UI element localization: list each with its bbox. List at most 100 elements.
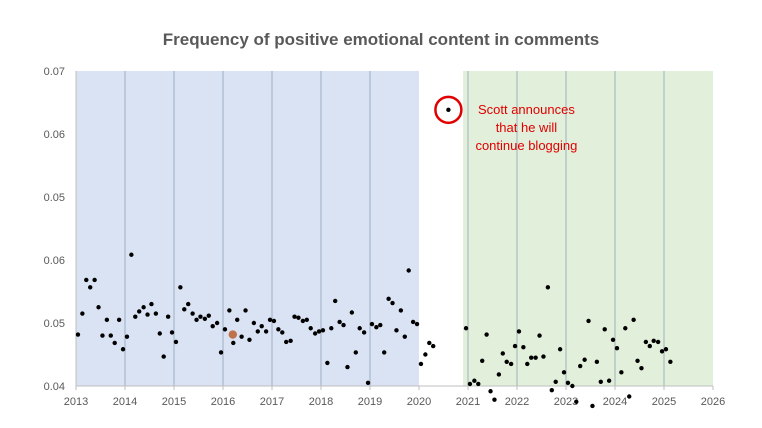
- data-point: [259, 323, 264, 329]
- data-point: [349, 310, 355, 315]
- data-point: [333, 298, 338, 304]
- data-point: [75, 332, 81, 337]
- data-point: [427, 340, 432, 346]
- data-point: [190, 311, 195, 316]
- annotation-circle: [434, 95, 463, 125]
- data-point: [386, 296, 391, 302]
- data-point: [337, 319, 342, 325]
- data-point: [251, 320, 257, 326]
- x-tick-label: 2016: [211, 396, 235, 408]
- annotation-text-line: Scott announces: [478, 102, 575, 117]
- data-point: [619, 370, 624, 375]
- highlight-point: [228, 330, 237, 339]
- data-point: [320, 328, 326, 333]
- x-tick-label: 2014: [113, 396, 137, 408]
- data-point: [594, 359, 600, 365]
- data-point: [647, 343, 652, 349]
- data-point: [124, 334, 130, 339]
- data-point: [235, 317, 240, 323]
- data-point: [120, 347, 126, 352]
- data-point: [255, 329, 260, 334]
- data-point: [374, 325, 379, 330]
- data-point: [141, 305, 146, 310]
- data-point: [484, 332, 489, 337]
- data-point: [198, 314, 203, 319]
- chart-title: Frequency of positive emotional content …: [162, 30, 600, 49]
- data-point: [112, 340, 117, 346]
- data-point: [631, 317, 636, 323]
- data-point: [525, 361, 530, 367]
- data-point: [480, 358, 485, 363]
- data-point: [276, 327, 281, 332]
- data-point: [598, 379, 603, 384]
- data-point: [418, 361, 424, 367]
- data-point: [214, 320, 220, 326]
- data-point: [100, 333, 105, 338]
- x-tick-label: 2017: [260, 396, 284, 408]
- data-point: [165, 314, 171, 319]
- data-point: [227, 308, 232, 313]
- data-point: [639, 365, 644, 371]
- data-point: [382, 350, 387, 355]
- data-point: [263, 329, 269, 334]
- data-point: [104, 317, 110, 323]
- data-point: [614, 346, 620, 351]
- data-point: [284, 339, 289, 345]
- data-point: [365, 380, 371, 386]
- data-point: [586, 318, 591, 324]
- shaded-region-1: [76, 71, 419, 386]
- data-point: [467, 381, 473, 387]
- data-point: [178, 285, 183, 290]
- annotation-text-line: continue blogging: [475, 138, 577, 153]
- data-point: [508, 361, 514, 367]
- data-point: [247, 337, 252, 342]
- data-point: [521, 344, 526, 350]
- data-point: [149, 301, 154, 307]
- x-tick-label: 2026: [701, 396, 725, 408]
- data-point: [545, 285, 551, 290]
- data-point: [129, 252, 134, 257]
- data-point: [304, 317, 309, 323]
- data-point: [602, 327, 607, 332]
- data-point: [570, 383, 575, 389]
- data-point: [414, 321, 420, 327]
- data-point: [582, 357, 587, 362]
- y-tick-label: 0.06: [44, 129, 65, 141]
- data-point: [182, 307, 187, 312]
- data-point: [529, 355, 534, 360]
- data-point: [463, 326, 469, 331]
- data-point: [243, 308, 248, 313]
- data-point: [557, 347, 563, 352]
- data-point: [137, 309, 142, 314]
- data-point: [565, 380, 571, 386]
- y-tick-label: 0.05: [44, 318, 65, 330]
- data-point: [288, 338, 293, 344]
- data-point: [378, 322, 383, 328]
- data-point: [398, 308, 404, 313]
- data-point: [296, 315, 301, 320]
- y-tick-label: 0.07: [44, 66, 65, 78]
- y-tick-label: 0.04: [44, 381, 65, 393]
- data-point: [533, 355, 538, 360]
- data-point: [357, 326, 362, 331]
- data-point: [222, 327, 228, 332]
- data-point: [210, 323, 215, 329]
- data-point: [88, 285, 93, 290]
- data-point: [206, 313, 211, 318]
- data-point: [516, 329, 522, 334]
- data-point: [369, 321, 375, 327]
- shaded-region-2: [463, 71, 713, 386]
- data-point: [202, 316, 208, 321]
- data-point: [655, 339, 661, 345]
- data-point: [651, 338, 656, 344]
- data-point: [280, 330, 285, 335]
- x-tick-label: 2024: [603, 396, 627, 408]
- x-tick-label: 2018: [309, 396, 333, 408]
- data-point: [325, 360, 330, 366]
- data-point: [341, 322, 346, 328]
- data-point: [472, 378, 477, 383]
- data-point: [271, 318, 277, 324]
- data-point: [549, 388, 554, 393]
- x-tick-label: 2020: [407, 396, 431, 408]
